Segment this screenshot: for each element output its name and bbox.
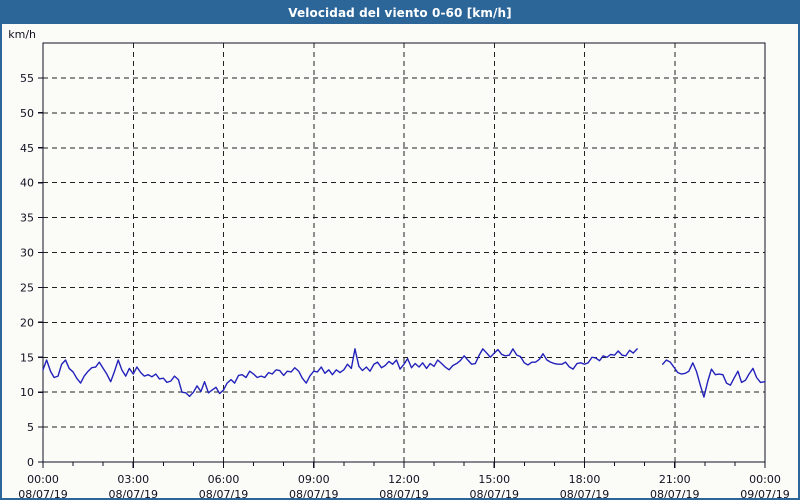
y-tick-label: 35	[20, 212, 34, 225]
x-tick-time-label: 12:00	[388, 473, 420, 486]
x-tick-date-label: 08/07/19	[379, 488, 428, 498]
x-tick-time-label: 00:00	[27, 473, 59, 486]
y-axis-unit-label: km/h	[8, 28, 36, 41]
y-tick-label: 15	[20, 351, 34, 364]
wind-speed-line-segment	[662, 359, 766, 398]
axis-ticks	[38, 77, 766, 468]
y-tick-label: 0	[27, 456, 34, 469]
x-tick-time-label: 18:00	[569, 473, 601, 486]
x-tick-time-label: 09:00	[298, 473, 330, 486]
grid-lines	[43, 43, 765, 462]
x-tick-date-label: 09/07/19	[740, 488, 789, 498]
wind-speed-line-chart: 0 5 10 15 20 25 30 35 40 45 50 55 00:00 08/07/19 03:0…	[8, 28, 789, 498]
x-tick-time-label: 03:00	[117, 473, 149, 486]
y-axis-tick-labels: 0 5 10 15 20 25 30 35 40 45 50 55	[20, 72, 34, 469]
y-tick-label: 25	[20, 281, 34, 294]
x-tick-time-label: 06:00	[208, 473, 240, 486]
x-tick-date-label: 08/07/19	[18, 488, 67, 498]
x-tick-time-label: 00:00	[749, 473, 781, 486]
x-tick-date-label: 08/07/19	[289, 488, 338, 498]
y-tick-label: 10	[20, 386, 34, 399]
y-tick-label: 50	[20, 107, 34, 120]
y-tick-label: 45	[20, 142, 34, 155]
y-tick-label: 5	[27, 421, 34, 434]
x-tick-date-label: 08/07/19	[109, 488, 158, 498]
y-tick-label: 40	[20, 177, 34, 190]
x-tick-date-label: 08/07/19	[199, 488, 248, 498]
x-tick-time-label: 15:00	[478, 473, 510, 486]
window-title-bar: Velocidad del viento 0-60 [km/h]	[2, 2, 798, 24]
data-series-line	[42, 348, 766, 398]
x-tick-date-label: 08/07/19	[470, 488, 519, 498]
x-axis-tick-labels: 00:00 08/07/19 03:00 08/07/19 06:00 08/07/19 0…	[18, 473, 789, 498]
x-tick-time-label: 21:00	[659, 473, 691, 486]
x-tick-date-label: 08/07/19	[560, 488, 609, 498]
x-tick-date-label: 08/07/19	[650, 488, 699, 498]
y-tick-label: 20	[20, 316, 34, 329]
page-title: Velocidad del viento 0-60 [km/h]	[288, 6, 512, 20]
y-unit-text: km/h	[8, 28, 36, 41]
y-tick-label: 55	[20, 72, 34, 85]
wind-speed-line-segment	[42, 348, 638, 398]
chart-canvas: 0 5 10 15 20 25 30 35 40 45 50 55 00:00 08/07/19 03:0…	[2, 24, 798, 498]
y-tick-label: 30	[20, 247, 34, 260]
